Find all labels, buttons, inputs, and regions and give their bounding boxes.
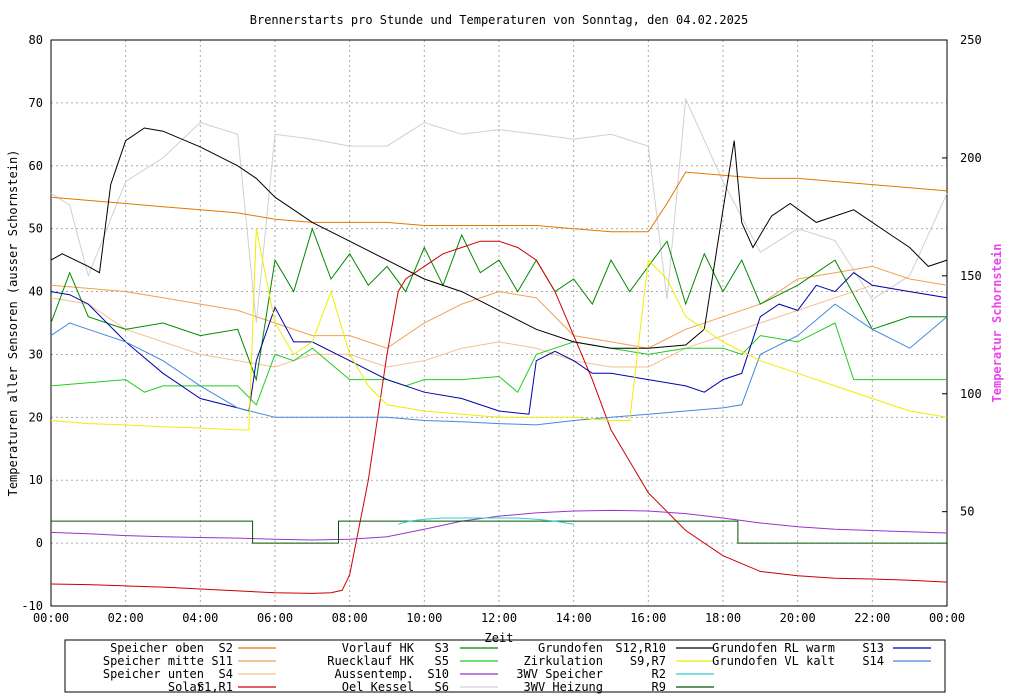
series-line-r2 — [398, 517, 574, 525]
x-tick-label: 22:00 — [854, 611, 890, 625]
y2-tick-label: 200 — [960, 151, 982, 165]
x-tick-label: 20:00 — [780, 611, 816, 625]
y2-axis-label: Temperatur Schornstein — [990, 244, 1004, 403]
legend-name: 3WV Heizung — [524, 680, 603, 694]
legend: Speicher oben S2 Speicher mitte S11 Speicher… — [103, 641, 931, 694]
series-group — [50, 97, 948, 594]
y2-tick-label: 250 — [960, 33, 982, 47]
series-line-s5 — [50, 322, 947, 406]
y-tick-label: 30 — [29, 347, 43, 361]
x-tick-label: 12:00 — [481, 611, 517, 625]
series-line-s10 — [50, 509, 948, 541]
y-tick-label: 10 — [29, 473, 43, 487]
legend-name: Vorlauf HK — [342, 641, 415, 655]
y-tick-label: 40 — [29, 285, 43, 299]
x-tick-label: 16:00 — [630, 611, 666, 625]
legend-code: S3 — [435, 641, 449, 655]
legend-name: Zirkulation — [524, 654, 603, 668]
legend-code: S1,R1 — [197, 680, 233, 694]
legend-code: S13 — [862, 641, 884, 655]
y2-tick-label: 150 — [960, 269, 982, 283]
legend-box — [64, 639, 946, 693]
legend-name: Grundofen RL warm — [712, 641, 835, 655]
legend-name: Speicher mitte — [103, 654, 204, 668]
series-line-r9 — [51, 520, 947, 544]
series-line-s2 — [50, 171, 948, 233]
series-line-s11 — [50, 265, 948, 349]
legend-code: S10 — [427, 667, 449, 681]
x-tick-label: 10:00 — [406, 611, 442, 625]
legend-code: R9 — [652, 680, 666, 694]
x-tick-label: 18:00 — [705, 611, 741, 625]
legend-name: Grundofen VL kalt — [712, 654, 835, 668]
legend-code: S5 — [435, 654, 449, 668]
y-tick-label: 0 — [36, 536, 43, 550]
legend-name: Ruecklauf HK — [327, 654, 414, 668]
x-tick-label: 08:00 — [332, 611, 368, 625]
x-tick-label: 00:00 — [33, 611, 69, 625]
y-tick-label: 60 — [29, 159, 43, 173]
x-axis-label: Zeit — [485, 631, 514, 645]
x-tick-label: 04:00 — [182, 611, 218, 625]
legend-code: R2 — [652, 667, 666, 681]
y-tick-label: 50 — [29, 222, 43, 236]
series-line-s3 — [50, 227, 947, 382]
series-line-s6 — [50, 97, 948, 324]
series-line-s13 — [50, 272, 948, 415]
y-tick-label: 70 — [29, 96, 43, 110]
y2-tick-label: 50 — [960, 505, 974, 519]
legend-code: S9,R7 — [630, 654, 666, 668]
legend-code: S12,R10 — [615, 641, 666, 655]
x-tick-label: 00:00 — [929, 611, 965, 625]
y-axis-label: Temperaturen aller Sensoren (ausser Scho… — [6, 150, 20, 497]
series-line-s9 — [50, 228, 948, 431]
series-line-s1 — [50, 240, 948, 594]
legend-name: Speicher unten — [103, 667, 204, 681]
legend-code: S6 — [435, 680, 449, 694]
x-tick-label: 14:00 — [556, 611, 592, 625]
legend-code: S14 — [862, 654, 884, 668]
chart-title: Brennerstarts pro Stunde und Temperature… — [250, 13, 749, 27]
y-tick-label: 80 — [29, 33, 43, 47]
x-tick-label: 02:00 — [108, 611, 144, 625]
legend-name: Aussentemp. — [335, 667, 414, 681]
tick-labels: 00:00 02:00 04:00 06:00 08:00 10:00 12:00 14:00… — [21, 33, 981, 625]
legend-name: Solar — [168, 680, 204, 694]
legend-name: Speicher oben — [110, 641, 204, 655]
x-tick-label: 06:00 — [257, 611, 293, 625]
legend-name: 3WV Speicher — [516, 667, 603, 681]
legend-name: Oel Kessel — [342, 680, 414, 694]
y-tick-label: -10 — [21, 599, 43, 613]
legend-name: Grundofen — [538, 641, 603, 655]
y-tick-label: 20 — [29, 410, 43, 424]
series-line-s14 — [50, 303, 948, 426]
y2-tick-label: 100 — [960, 387, 982, 401]
series-line-s12 — [50, 127, 948, 349]
legend-code: S11 — [211, 654, 233, 668]
legend-code: S4 — [219, 667, 233, 681]
legend-code: S2 — [219, 641, 233, 655]
